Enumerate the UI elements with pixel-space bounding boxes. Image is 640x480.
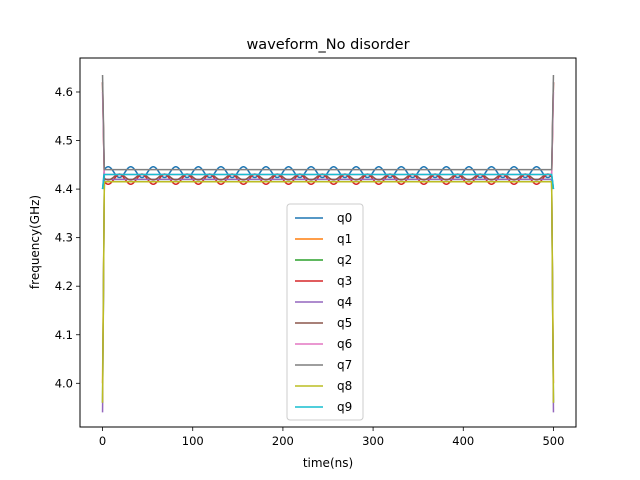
y-tick-label: 4.3 xyxy=(55,231,73,245)
x-axis-ticks: 0 100 200 300 400 500 xyxy=(99,427,564,448)
x-tick-label: 100 xyxy=(182,434,204,448)
legend-label-q5: q5 xyxy=(337,316,352,330)
series-line-q8 xyxy=(101,181,555,403)
legend-label-q6: q6 xyxy=(337,337,352,351)
series-line-q0 xyxy=(101,166,555,190)
series-line-q5 xyxy=(101,82,555,181)
chart-title: waveform_No disorder xyxy=(246,37,409,53)
x-tick-label: 0 xyxy=(99,434,106,448)
x-tick-label: 400 xyxy=(452,434,474,448)
x-tick-label: 300 xyxy=(362,434,384,448)
x-axis-label: time(ns) xyxy=(303,456,353,470)
y-axis-label: frequency(GHz) xyxy=(28,195,42,289)
legend: q0 q1 q2 q3 q4 q5 q6 q7 q8 q9 xyxy=(286,203,364,421)
y-tick-label: 4.4 xyxy=(55,182,73,196)
legend-label-q0: q0 xyxy=(337,211,352,225)
legend-label-q3: q3 xyxy=(337,274,352,288)
legend-label-q7: q7 xyxy=(337,358,352,372)
y-tick-label: 4.1 xyxy=(55,328,73,342)
legend-label-q1: q1 xyxy=(337,232,352,246)
legend-label-q9: q9 xyxy=(337,400,352,414)
series-line-q9 xyxy=(101,173,555,190)
y-tick-label: 4.0 xyxy=(55,376,73,390)
legend-box xyxy=(286,203,364,421)
y-tick-label: 4.6 xyxy=(55,85,73,99)
plot-lines xyxy=(101,74,555,413)
x-tick-label: 500 xyxy=(542,434,564,448)
legend-label-q4: q4 xyxy=(337,295,352,309)
x-tick-label: 200 xyxy=(272,434,294,448)
y-tick-label: 4.5 xyxy=(55,134,73,148)
series-line-q6 xyxy=(101,91,555,176)
axes-frame xyxy=(79,57,577,428)
series-line-q7 xyxy=(101,74,555,171)
y-axis-ticks: 4.0 4.1 4.2 4.3 4.4 4.5 4.6 xyxy=(55,85,80,390)
legend-label-q2: q2 xyxy=(337,253,352,267)
legend-label-q8: q8 xyxy=(337,379,352,393)
y-tick-label: 4.2 xyxy=(55,279,73,293)
